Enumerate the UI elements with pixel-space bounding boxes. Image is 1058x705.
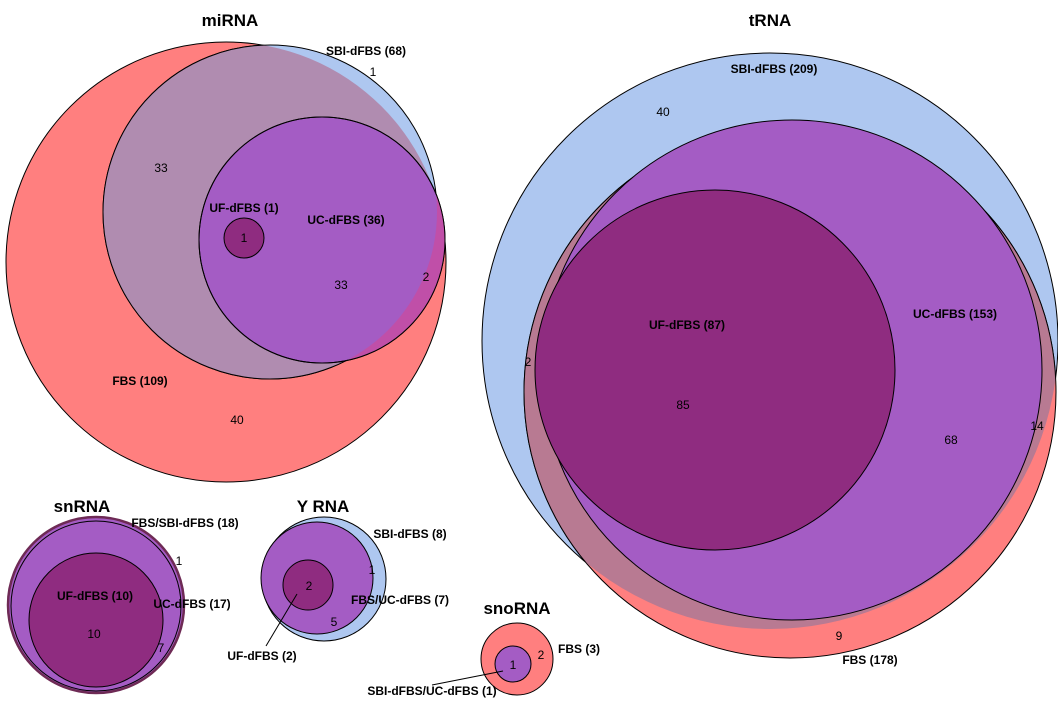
set-uf-dfbs-circle [223, 217, 265, 259]
region-count: 1 [241, 231, 248, 245]
callout-line [265, 593, 298, 647]
set-label-fbs-sbi-dfbs: FBS/SBI-dFBS (18) [131, 516, 238, 530]
set-label-sbi-dfbs: SBI-dFBS (8) [373, 527, 446, 541]
region-count: 7 [158, 641, 165, 655]
set-label-uf-dfbs: UF-dFBS (87) [649, 318, 725, 332]
set-label-uc-dfbs: UC-dFBS (17) [153, 597, 230, 611]
region-count: 85 [676, 398, 690, 412]
set-label-uf-dfbs: UF-dFBS (1) [209, 201, 278, 215]
set-uf-dfbs-circle [534, 189, 896, 551]
set-label-uc-dfbs: UC-dFBS (36) [307, 213, 384, 227]
diagram-title: snRNA [54, 497, 111, 516]
set-label-fbs-uc-dfbs: FBS/UC-dFBS (7) [351, 593, 449, 607]
venn-yrna: Y RNA SBI-dFBS (8) 1 2 FBS/UC-dFBS (7) 5… [227, 497, 449, 663]
diagram-title: Y RNA [297, 497, 350, 516]
region-count: 2 [423, 270, 430, 284]
region-count: 2 [538, 648, 545, 662]
venn-trna: tRNA SBI-dFBS (209) 40 UF-dFBS (87) UC-d… [481, 11, 1058, 667]
region-count: 2 [306, 579, 313, 593]
set-label-sbi-uc-dfbs: SBI-dFBS/UC-dFBS (1) [367, 684, 496, 698]
set-label-fbs: FBS (3) [558, 642, 600, 656]
set-label-fbs: FBS (109) [112, 374, 167, 388]
venn-mirna: miRNA SBI-dFBS (68) 1 33 UF-dFBS (1) UC-… [5, 11, 447, 483]
region-count: 1 [176, 554, 183, 568]
set-label-fbs: FBS (178) [842, 653, 897, 667]
region-count: 33 [334, 278, 348, 292]
region-count: 40 [230, 413, 244, 427]
region-count: 33 [154, 161, 168, 175]
region-count: 2 [525, 355, 532, 369]
region-count: 5 [331, 615, 338, 629]
region-count: 40 [656, 105, 670, 119]
set-label-uc-dfbs: UC-dFBS (153) [913, 307, 997, 321]
region-count: 14 [1030, 419, 1044, 433]
set-label-sbi-dfbs: SBI-dFBS (209) [731, 62, 818, 76]
region-count: 1 [370, 65, 377, 79]
venn-snorna: snoRNA 2 FBS (3) 1 SBI-dFBS/UC-dFBS (1) [367, 599, 600, 698]
callout-line [431, 670, 504, 686]
diagram-title: tRNA [749, 11, 792, 30]
set-uc-dfbs-outline [198, 116, 446, 364]
set-label-uf-dfbs: UF-dFBS (10) [57, 589, 133, 603]
region-count: 1 [510, 658, 517, 672]
region-count: 68 [944, 433, 958, 447]
set-uf-dfbs-circle [282, 559, 334, 611]
venn-snrna: snRNA FBS/SBI-dFBS (18) 1 UF-dFBS (10) U… [6, 497, 239, 695]
set-label-sbi-dfbs: SBI-dFBS (68) [326, 44, 406, 58]
region-count: 9 [836, 629, 843, 643]
diagram-title: miRNA [202, 11, 259, 30]
set-uf-dfbs-circle [28, 552, 164, 688]
set-sbi-uc-dfbs-circle [494, 645, 532, 683]
region-count: 1 [369, 563, 376, 577]
set-label-uf-dfbs: UF-dFBS (2) [227, 649, 296, 663]
diagram-title: snoRNA [483, 599, 550, 618]
region-count: 10 [87, 627, 101, 641]
